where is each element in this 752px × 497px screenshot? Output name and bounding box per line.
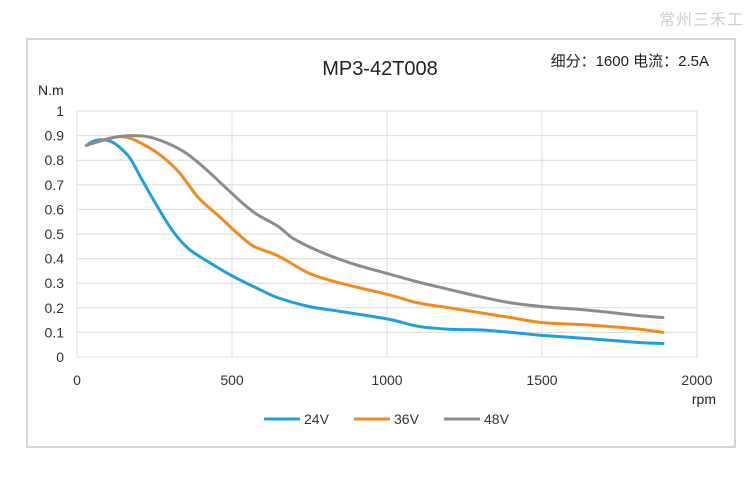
y-tick-label: 0 xyxy=(56,349,64,365)
series-line-48v xyxy=(84,134,665,320)
series-line-24v xyxy=(84,138,665,345)
series-lines xyxy=(84,134,665,345)
x-tick-label: 1500 xyxy=(526,372,557,388)
grid xyxy=(76,110,698,358)
watermark: 常州三禾工 xyxy=(658,12,744,29)
y-tick-label: 0.5 xyxy=(45,226,65,242)
x-axis-label: rpm xyxy=(692,391,716,407)
chart-annotation: 细分：1600 电流：2.5A xyxy=(551,53,709,70)
legend-label-36v: 36V xyxy=(394,411,420,427)
x-tick-label: 2000 xyxy=(681,372,712,388)
y-tick-labels: 0 0.1 0.2 0.3 0.4 0.5 0.6 0.7 0.8 0.9 1 xyxy=(45,103,65,365)
x-tick-labels: 0 500 1000 1500 2000 xyxy=(73,372,713,388)
y-tick-label: 0.6 xyxy=(45,201,65,217)
x-tick-label: 1000 xyxy=(371,372,402,388)
x-tick-label: 0 xyxy=(73,372,81,388)
y-tick-label: 0.4 xyxy=(45,251,65,267)
y-tick-label: 0.7 xyxy=(45,177,65,193)
series-line-36v xyxy=(84,135,665,334)
x-tick-label: 500 xyxy=(220,372,244,388)
y-tick-label: 0.9 xyxy=(45,128,65,144)
y-tick-label: 1 xyxy=(56,103,64,119)
y-tick-label: 0.1 xyxy=(45,324,65,340)
y-axis-label: N.m xyxy=(38,82,64,98)
legend-label-24v: 24V xyxy=(304,411,330,427)
chart-title: MP3-42T008 xyxy=(322,58,438,80)
y-tick-label: 0.3 xyxy=(45,275,65,291)
y-tick-label: 0.8 xyxy=(45,152,65,168)
legend-label-48v: 48V xyxy=(484,411,510,427)
y-tick-label: 0.2 xyxy=(45,300,65,316)
chart-frame xyxy=(26,38,736,448)
legend: 24V 36V 48V xyxy=(264,411,510,427)
